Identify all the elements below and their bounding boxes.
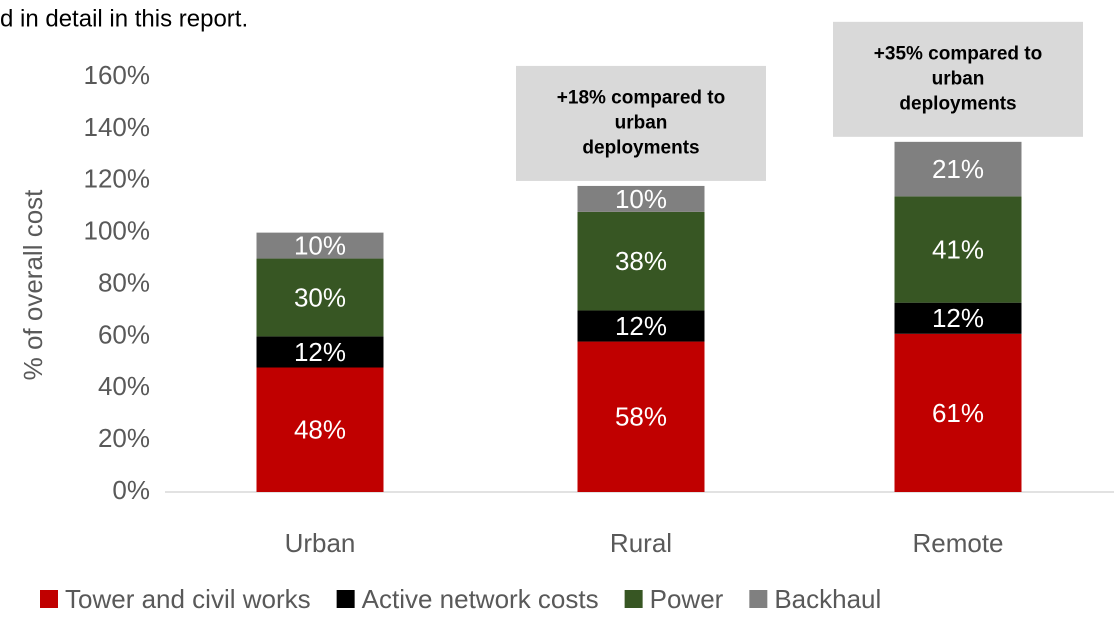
bar-segment (577, 211, 705, 311)
data-label: 12% (932, 303, 984, 333)
annotation-text: urban (932, 68, 985, 89)
data-label: 48% (294, 415, 346, 445)
y-tick-label: 80% (98, 267, 150, 297)
x-tick-label: Urban (285, 528, 356, 558)
annotation-text: deployments (582, 137, 699, 158)
y-tick-label: 0% (112, 475, 150, 505)
annotation-text: deployments (899, 93, 1016, 114)
legend-swatch (336, 590, 355, 608)
x-tick-label: Remote (912, 528, 1003, 558)
legend-swatch (749, 590, 768, 608)
legend-label: Power (650, 584, 724, 614)
bar-segment (894, 333, 1022, 492)
data-label: 30% (294, 282, 346, 312)
legend-swatch (624, 590, 643, 608)
data-label: 38% (615, 246, 667, 276)
legend-label: Backhaul (774, 584, 881, 614)
data-label: 58% (615, 402, 667, 432)
annotation-box (516, 65, 766, 181)
x-tick-label: Rural (610, 528, 672, 558)
bar-segment (577, 185, 705, 212)
bar-segment (256, 232, 384, 259)
bar-segment (577, 310, 705, 342)
legend-label: Tower and civil works (65, 584, 311, 614)
annotation-box (833, 21, 1083, 137)
data-label: 41% (932, 234, 984, 264)
y-tick-label: 60% (98, 319, 150, 349)
legend-swatch (40, 590, 58, 608)
bar-segment (894, 196, 1022, 303)
annotation-text: +18% compared to (557, 87, 725, 108)
legend-label: Active network costs (362, 584, 599, 614)
y-axis-label: % of overall cost (18, 189, 48, 381)
annotation-text: +35% compared to (874, 43, 1042, 64)
bar-segment (894, 302, 1022, 334)
data-label: 21% (932, 154, 984, 184)
caption: d in detail in this report. (0, 5, 248, 32)
bar-segment (256, 367, 384, 492)
y-tick-label: 20% (98, 423, 150, 453)
data-label: 61% (932, 398, 984, 428)
y-tick-label: 140% (84, 112, 151, 142)
y-tick-label: 120% (84, 164, 151, 194)
annotation-text: urban (615, 112, 668, 133)
data-label: 12% (615, 311, 667, 341)
bar-segment (577, 341, 705, 492)
bar-segment (256, 336, 384, 368)
y-tick-label: 40% (98, 371, 150, 401)
y-tick-label: 100% (84, 216, 151, 246)
data-label: 12% (294, 337, 346, 367)
bar-segment (894, 141, 1022, 197)
data-label: 10% (294, 230, 346, 260)
data-label: 10% (615, 184, 667, 214)
y-tick-label: 160% (84, 60, 151, 90)
bar-segment (256, 258, 384, 337)
